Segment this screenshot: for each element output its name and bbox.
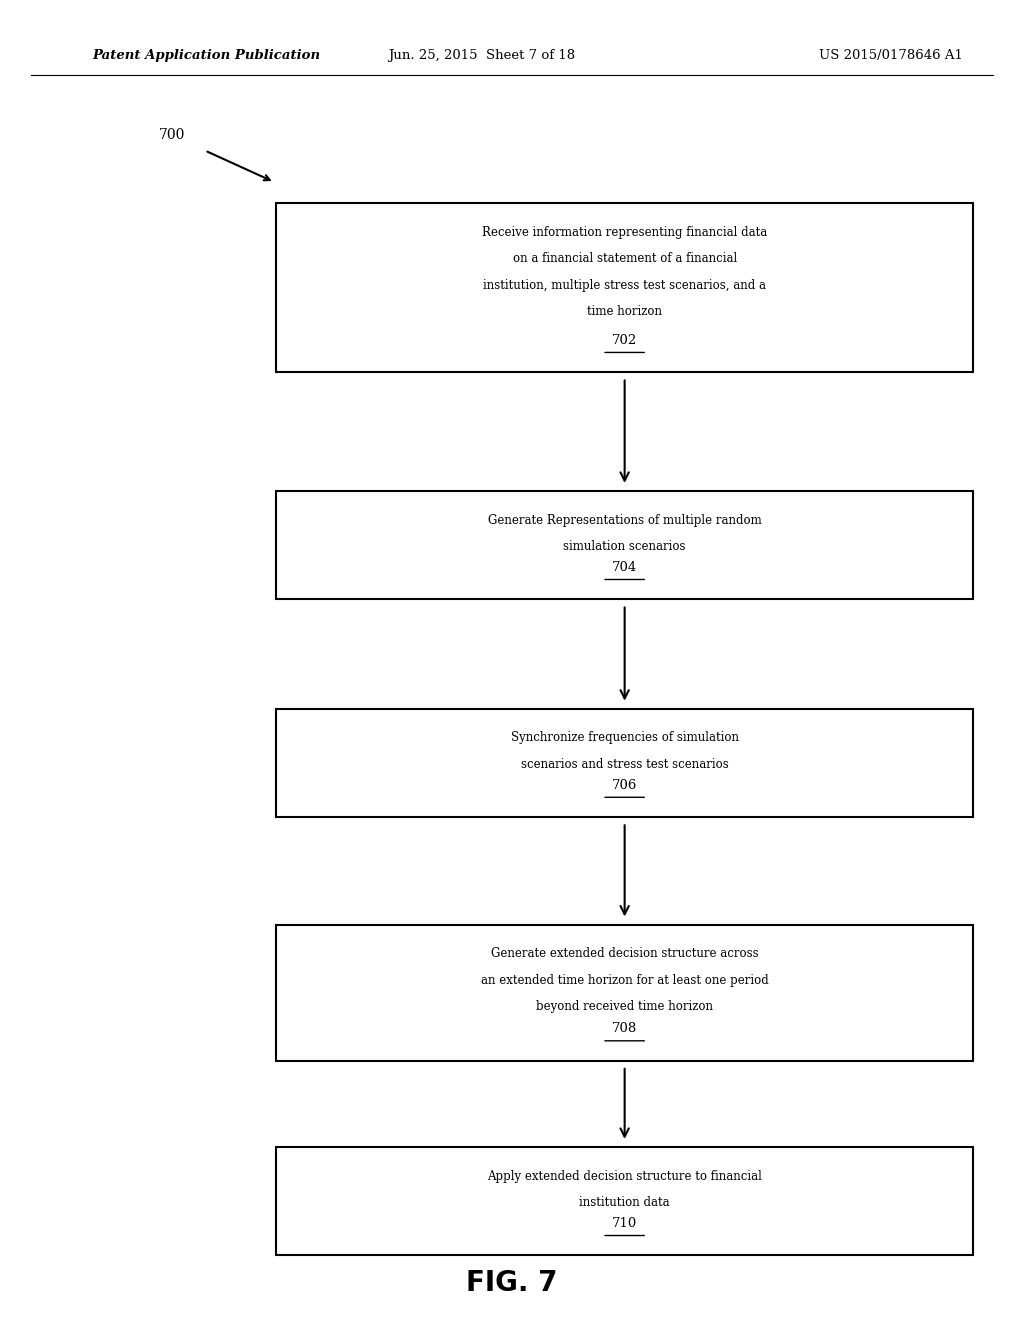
Text: Patent Application Publication: Patent Application Publication [92, 49, 321, 62]
Text: Apply extended decision structure to financial: Apply extended decision structure to fin… [487, 1170, 762, 1183]
Bar [276, 924, 973, 1061]
Bar [276, 1147, 973, 1255]
Text: Synchronize frequencies of simulation: Synchronize frequencies of simulation [511, 731, 738, 744]
Bar [276, 491, 973, 599]
Text: Generate Representations of multiple random: Generate Representations of multiple ran… [487, 513, 762, 527]
Text: institution data: institution data [580, 1196, 670, 1209]
Text: scenarios and stress test scenarios: scenarios and stress test scenarios [521, 758, 728, 771]
Text: simulation scenarios: simulation scenarios [563, 540, 686, 553]
Text: 706: 706 [612, 779, 637, 792]
Text: an extended time horizon for at least one period: an extended time horizon for at least on… [480, 974, 769, 986]
Text: 704: 704 [612, 561, 637, 574]
Text: 700: 700 [159, 128, 185, 141]
Text: Jun. 25, 2015  Sheet 7 of 18: Jun. 25, 2015 Sheet 7 of 18 [388, 49, 574, 62]
Text: Generate extended decision structure across: Generate extended decision structure acr… [490, 948, 759, 960]
Text: on a financial statement of a financial: on a financial statement of a financial [513, 252, 736, 265]
Text: Receive information representing financial data: Receive information representing financi… [482, 226, 767, 239]
Text: institution, multiple stress test scenarios, and a: institution, multiple stress test scenar… [483, 279, 766, 292]
Text: beyond received time horizon: beyond received time horizon [537, 1001, 713, 1012]
Text: 710: 710 [612, 1217, 637, 1230]
Bar [276, 203, 973, 372]
Text: time horizon: time horizon [587, 305, 663, 318]
Text: US 2015/0178646 A1: US 2015/0178646 A1 [819, 49, 963, 62]
Text: FIG. 7: FIG. 7 [466, 1269, 558, 1298]
Text: 708: 708 [612, 1023, 637, 1035]
Bar [276, 709, 973, 817]
Text: 702: 702 [612, 334, 637, 347]
